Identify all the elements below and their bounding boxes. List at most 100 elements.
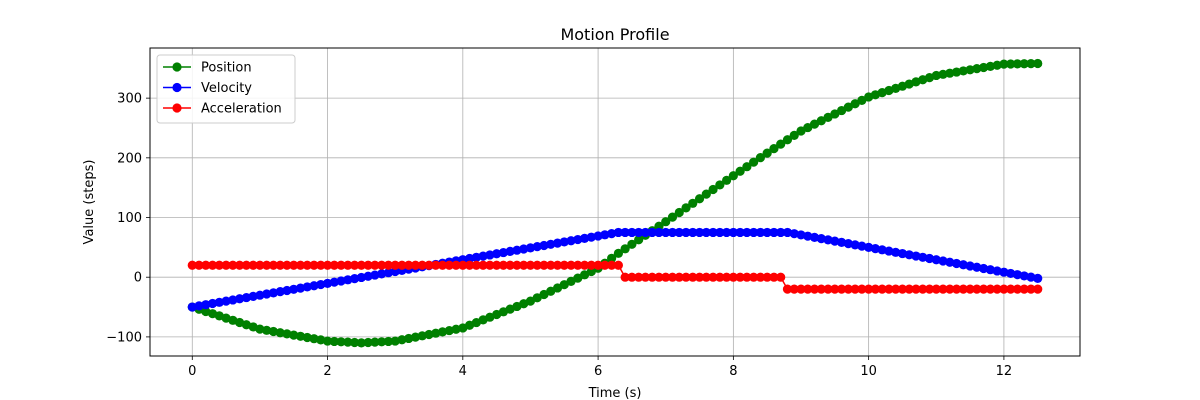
data-point [701, 227, 711, 238]
data-point [607, 260, 617, 270]
data-point [715, 227, 725, 238]
x-tick-label: 4 [459, 364, 467, 379]
data-point [546, 260, 556, 270]
data-point [1033, 58, 1043, 69]
data-point [735, 227, 745, 238]
data-point [931, 284, 941, 294]
data-point [728, 227, 738, 238]
data-point [194, 260, 204, 270]
data-point [343, 337, 353, 347]
data-point [1033, 284, 1043, 294]
data-point [282, 260, 292, 270]
data-point [241, 260, 251, 270]
data-point [769, 227, 779, 238]
data-point [762, 227, 772, 238]
data-point [816, 284, 826, 294]
data-point [410, 260, 421, 270]
data-point [377, 260, 387, 270]
data-point [282, 285, 292, 296]
data-point [722, 272, 732, 282]
data-point [661, 217, 671, 227]
data-point [356, 272, 366, 283]
data-point [539, 260, 549, 270]
data-point [390, 260, 400, 270]
data-point [627, 239, 637, 249]
data-point [377, 337, 387, 347]
data-point [674, 272, 684, 282]
data-point [404, 260, 414, 270]
data-point [918, 284, 928, 294]
data-point [383, 260, 394, 270]
data-point [1006, 59, 1016, 69]
data-point [363, 337, 373, 348]
data-point [985, 284, 995, 294]
data-point [789, 284, 799, 294]
data-point [972, 64, 982, 74]
data-point [187, 302, 197, 312]
data-point [552, 260, 563, 270]
data-point [262, 325, 272, 335]
data-point [694, 272, 705, 282]
data-point [722, 175, 732, 185]
data-point [417, 260, 427, 270]
data-point [904, 284, 914, 294]
data-point [498, 260, 508, 270]
data-point [613, 248, 623, 258]
data-point [803, 284, 813, 294]
data-point [762, 272, 772, 282]
data-point [715, 272, 725, 282]
data-point [836, 284, 847, 294]
data-point [667, 212, 678, 222]
data-point [336, 260, 346, 270]
data-point [708, 272, 718, 282]
data-point [951, 284, 962, 294]
data-point [613, 260, 623, 270]
data-point [667, 272, 678, 282]
ticks: 0 2 4 6 8 10 12 −100 0 100 200 300 [106, 92, 1012, 379]
data-point [782, 284, 793, 294]
data-point [464, 260, 475, 270]
data-point [207, 298, 218, 309]
data-point [870, 284, 881, 294]
data-point [207, 260, 218, 270]
data-point [437, 260, 448, 270]
x-tick-label: 8 [729, 364, 737, 379]
data-point [999, 284, 1009, 294]
data-point [634, 227, 644, 238]
data-point [661, 227, 671, 238]
data-point [397, 260, 407, 270]
legend-item-position: Position [163, 61, 252, 76]
data-point [295, 260, 306, 270]
data-point [654, 227, 664, 238]
data-point [836, 105, 847, 116]
data-point [350, 337, 360, 348]
data-point [356, 260, 366, 270]
data-point [958, 284, 968, 294]
data-point [350, 260, 360, 270]
data-point [776, 272, 786, 282]
data-point [559, 260, 569, 270]
data-point [336, 276, 346, 286]
data-point [897, 284, 908, 294]
data-point [268, 260, 279, 270]
data-point [255, 260, 265, 270]
data-point [377, 269, 387, 279]
data-point [600, 230, 610, 240]
data-point [201, 260, 211, 270]
data-point [187, 260, 197, 270]
data-point [613, 227, 623, 238]
data-point [749, 227, 759, 238]
legend-label: Velocity [201, 81, 252, 96]
data-point [992, 60, 1002, 70]
data-point [262, 260, 272, 270]
data-point [620, 244, 630, 254]
data-point [532, 260, 542, 270]
data-point [965, 65, 975, 75]
legend-swatch-marker [172, 82, 182, 93]
data-point [1012, 59, 1023, 69]
x-tick-label: 2 [323, 364, 331, 379]
data-point [370, 337, 380, 347]
data-point [228, 295, 238, 305]
data-point [789, 130, 799, 140]
